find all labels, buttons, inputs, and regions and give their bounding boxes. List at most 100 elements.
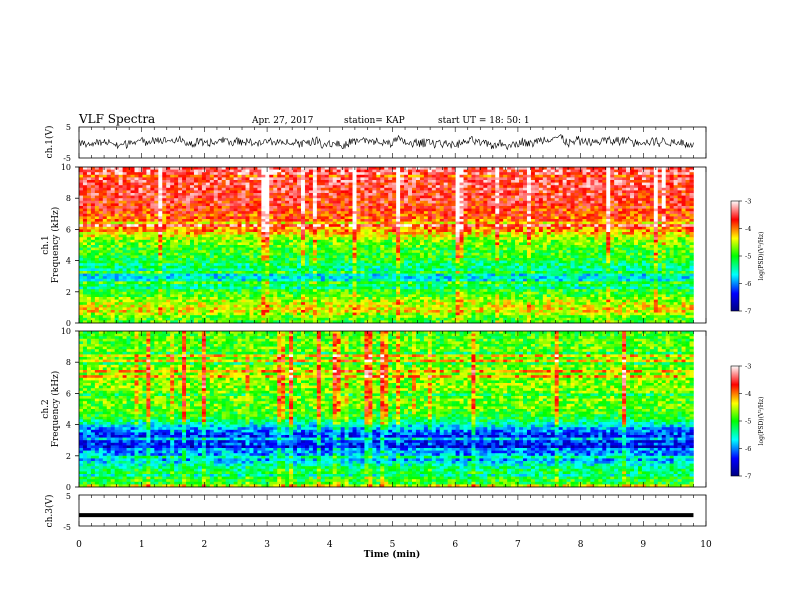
spectrogram-cell xyxy=(135,190,139,193)
spectrogram-cell xyxy=(428,201,432,204)
spectrogram-cell xyxy=(511,185,515,188)
spectrogram-cell xyxy=(194,206,198,209)
spectrogram-cell xyxy=(198,177,202,180)
spectrogram-cell xyxy=(285,196,289,199)
spectrogram-cell xyxy=(218,172,222,175)
spectrogram-cell xyxy=(412,206,416,209)
spectrogram-cell xyxy=(218,201,222,204)
spectrogram-cell xyxy=(281,196,285,199)
spectrogram-cell xyxy=(487,198,491,201)
spectrogram-cell xyxy=(626,185,630,188)
spectrogram-cell xyxy=(293,185,297,188)
spectrogram-cell xyxy=(249,198,253,201)
spectrogram-cell xyxy=(364,196,368,199)
spectrogram-cell xyxy=(277,198,281,201)
spectrogram-cell xyxy=(464,183,468,186)
spectrogram-cell xyxy=(416,201,420,204)
spectrogram-cell xyxy=(360,175,364,178)
spectrogram-cell xyxy=(325,201,329,204)
spectrogram-cell xyxy=(249,190,253,193)
spectrogram-cell xyxy=(337,198,341,201)
spectrogram-cell xyxy=(563,203,567,206)
spectrogram-cell xyxy=(642,185,646,188)
spectrogram-cell xyxy=(622,167,626,170)
spectrogram-cell xyxy=(325,206,329,209)
spectrogram-cell xyxy=(202,183,206,186)
spectrogram-cell xyxy=(690,175,694,178)
spectrogram-cell xyxy=(234,170,238,173)
spectrogram-cell xyxy=(242,188,246,191)
spectrogram-cell xyxy=(670,183,674,186)
spectrogram-cell xyxy=(614,180,618,183)
spectrogram-cell xyxy=(567,198,571,201)
spectrogram-cell xyxy=(448,206,452,209)
spectrogram-cell xyxy=(234,180,238,183)
spectrogram-cell xyxy=(138,185,142,188)
spectrogram-cell xyxy=(404,188,408,191)
spectrogram-cell xyxy=(277,193,281,196)
spectrogram-cell xyxy=(428,185,432,188)
spectrogram-cell xyxy=(95,170,99,173)
spectrogram-cell xyxy=(491,203,495,206)
spectrogram-cell xyxy=(392,167,396,170)
spectrogram-cell xyxy=(487,188,491,191)
spectrogram-cell xyxy=(154,201,158,204)
spectrogram-cell xyxy=(166,177,170,180)
spectrogram-cell xyxy=(444,206,448,209)
spectrogram-cell xyxy=(198,193,202,196)
spectrogram-cell xyxy=(495,170,499,173)
spectrogram-cell xyxy=(666,177,670,180)
spectrogram-cell xyxy=(456,172,460,175)
spectrogram-cell xyxy=(586,183,590,186)
spectrogram-cell xyxy=(364,172,368,175)
spectrogram-cell xyxy=(305,198,309,201)
spectrogram-cell xyxy=(337,180,341,183)
spectrogram-cell xyxy=(547,180,551,183)
spectrogram-cell xyxy=(376,172,380,175)
spectrogram-cell xyxy=(218,175,222,178)
spectrogram-cell xyxy=(329,185,333,188)
spectrogram-cell xyxy=(448,198,452,201)
spectrogram-cell xyxy=(99,206,103,209)
spectrogram-cell xyxy=(618,198,622,201)
spectrogram-cell xyxy=(384,185,388,188)
spectrogram-cell xyxy=(543,183,547,186)
spectrogram-cell xyxy=(154,167,158,170)
spectrogram-cell xyxy=(610,190,614,193)
spectrogram-cell xyxy=(107,198,111,201)
spectrogram-cell xyxy=(222,183,226,186)
spectrogram-cell xyxy=(376,170,380,173)
spectrogram-cell xyxy=(440,172,444,175)
spectrogram-cell xyxy=(83,190,87,193)
spectrogram-cell xyxy=(519,177,523,180)
spectrogram-cell xyxy=(535,188,539,191)
spectrogram-cell xyxy=(376,190,380,193)
spectrogram-cell xyxy=(253,203,257,206)
spectrogram-cell xyxy=(547,170,551,173)
spectrogram-cell xyxy=(253,193,257,196)
spectrogram-cell xyxy=(642,201,646,204)
spectrogram-cell xyxy=(111,198,115,201)
spectrogram-cell xyxy=(222,172,226,175)
spectrogram-cell xyxy=(246,172,250,175)
spectrogram-cell xyxy=(503,180,507,183)
spectrogram-cell xyxy=(436,193,440,196)
spectrogram-cell xyxy=(582,183,586,186)
spectrogram-cell xyxy=(142,203,146,206)
spectrogram-cell xyxy=(690,193,694,196)
spectrogram-cell xyxy=(404,198,408,201)
spectrogram-cell xyxy=(658,183,662,186)
spectrogram-cell xyxy=(400,206,404,209)
spectrogram-cell xyxy=(242,206,246,209)
spectrogram-cell xyxy=(551,172,555,175)
spectrogram-cell xyxy=(507,175,511,178)
spectrogram-cell xyxy=(218,167,222,170)
spectrogram-cell xyxy=(388,198,392,201)
spectrogram-cell xyxy=(190,185,194,188)
spectrogram-cell xyxy=(582,193,586,196)
spectrogram-cell xyxy=(571,188,575,191)
spectrogram-cell xyxy=(353,206,357,209)
spectrogram-cell xyxy=(372,196,376,199)
spectrogram-cell xyxy=(313,172,317,175)
spectrogram-cell xyxy=(349,193,353,196)
